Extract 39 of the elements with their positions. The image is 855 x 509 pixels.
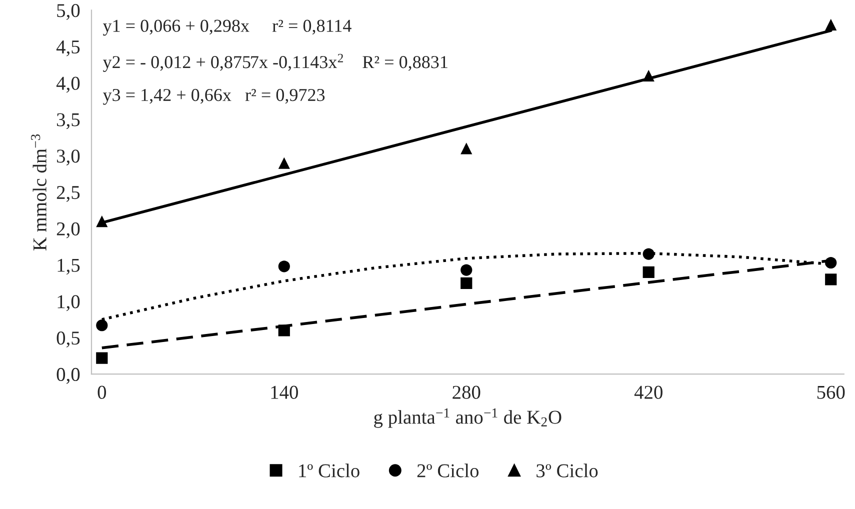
- legend-label: 1º Ciclo: [299, 464, 360, 478]
- point: [278, 157, 290, 169]
- y-tick-label: 4,0: [56, 76, 80, 93]
- point: [278, 260, 290, 272]
- point: [825, 18, 837, 31]
- y-tick-label: 0,5: [56, 332, 80, 348]
- y-tick-label: 1,0: [58, 295, 80, 312]
- point: [460, 142, 472, 154]
- point: [642, 70, 654, 82]
- y-tick-label: 5,0: [57, 4, 80, 20]
- x-tick-label: 560: [817, 386, 845, 399]
- point: [825, 274, 837, 286]
- legend-label: 3º Ciclo: [536, 464, 598, 478]
- y-tick-label: 0,0: [56, 368, 80, 384]
- x-tick-label: 140: [271, 386, 298, 399]
- point: [460, 277, 472, 289]
- y-tick-label: 2,0: [56, 222, 80, 238]
- x-axis-title: g planta$^{−1}$ ano$^{−1}$ de K$_{2}$O: [374, 408, 562, 428]
- point: [642, 266, 654, 278]
- point: [642, 248, 654, 260]
- y-tick-label: 3,0: [57, 150, 80, 166]
- y-tick-label: 2,5: [56, 186, 80, 202]
- y-tick-label: 1,5: [58, 258, 80, 275]
- point: [96, 352, 108, 364]
- x-tick-label: 280: [452, 386, 480, 399]
- x-tick-label: 0: [98, 386, 106, 399]
- point: [96, 215, 108, 228]
- point: [96, 320, 108, 332]
- point: [278, 324, 290, 336]
- y-tick-label: 3,5: [57, 113, 80, 130]
- y-tick-label: 4,5: [56, 40, 80, 56]
- annotation: y1 = 0,066 + 0,298x r² = 0,8114: [102, 20, 352, 36]
- point: [460, 264, 472, 276]
- point: [825, 256, 837, 269]
- legend-label: 2º Ciclo: [417, 464, 479, 478]
- annotation: y3 = 1,42 + 0,66x r² = 0,9723: [102, 88, 325, 105]
- text: y2 = - 0,012 + 0,8757x -0,1143x$^{2}$ R² = 0,8831: [102, 54, 448, 72]
- x-tick-label: 420: [634, 386, 662, 399]
- y-axis-title: K mmolc dm$^{−3}$: [31, 134, 46, 251]
